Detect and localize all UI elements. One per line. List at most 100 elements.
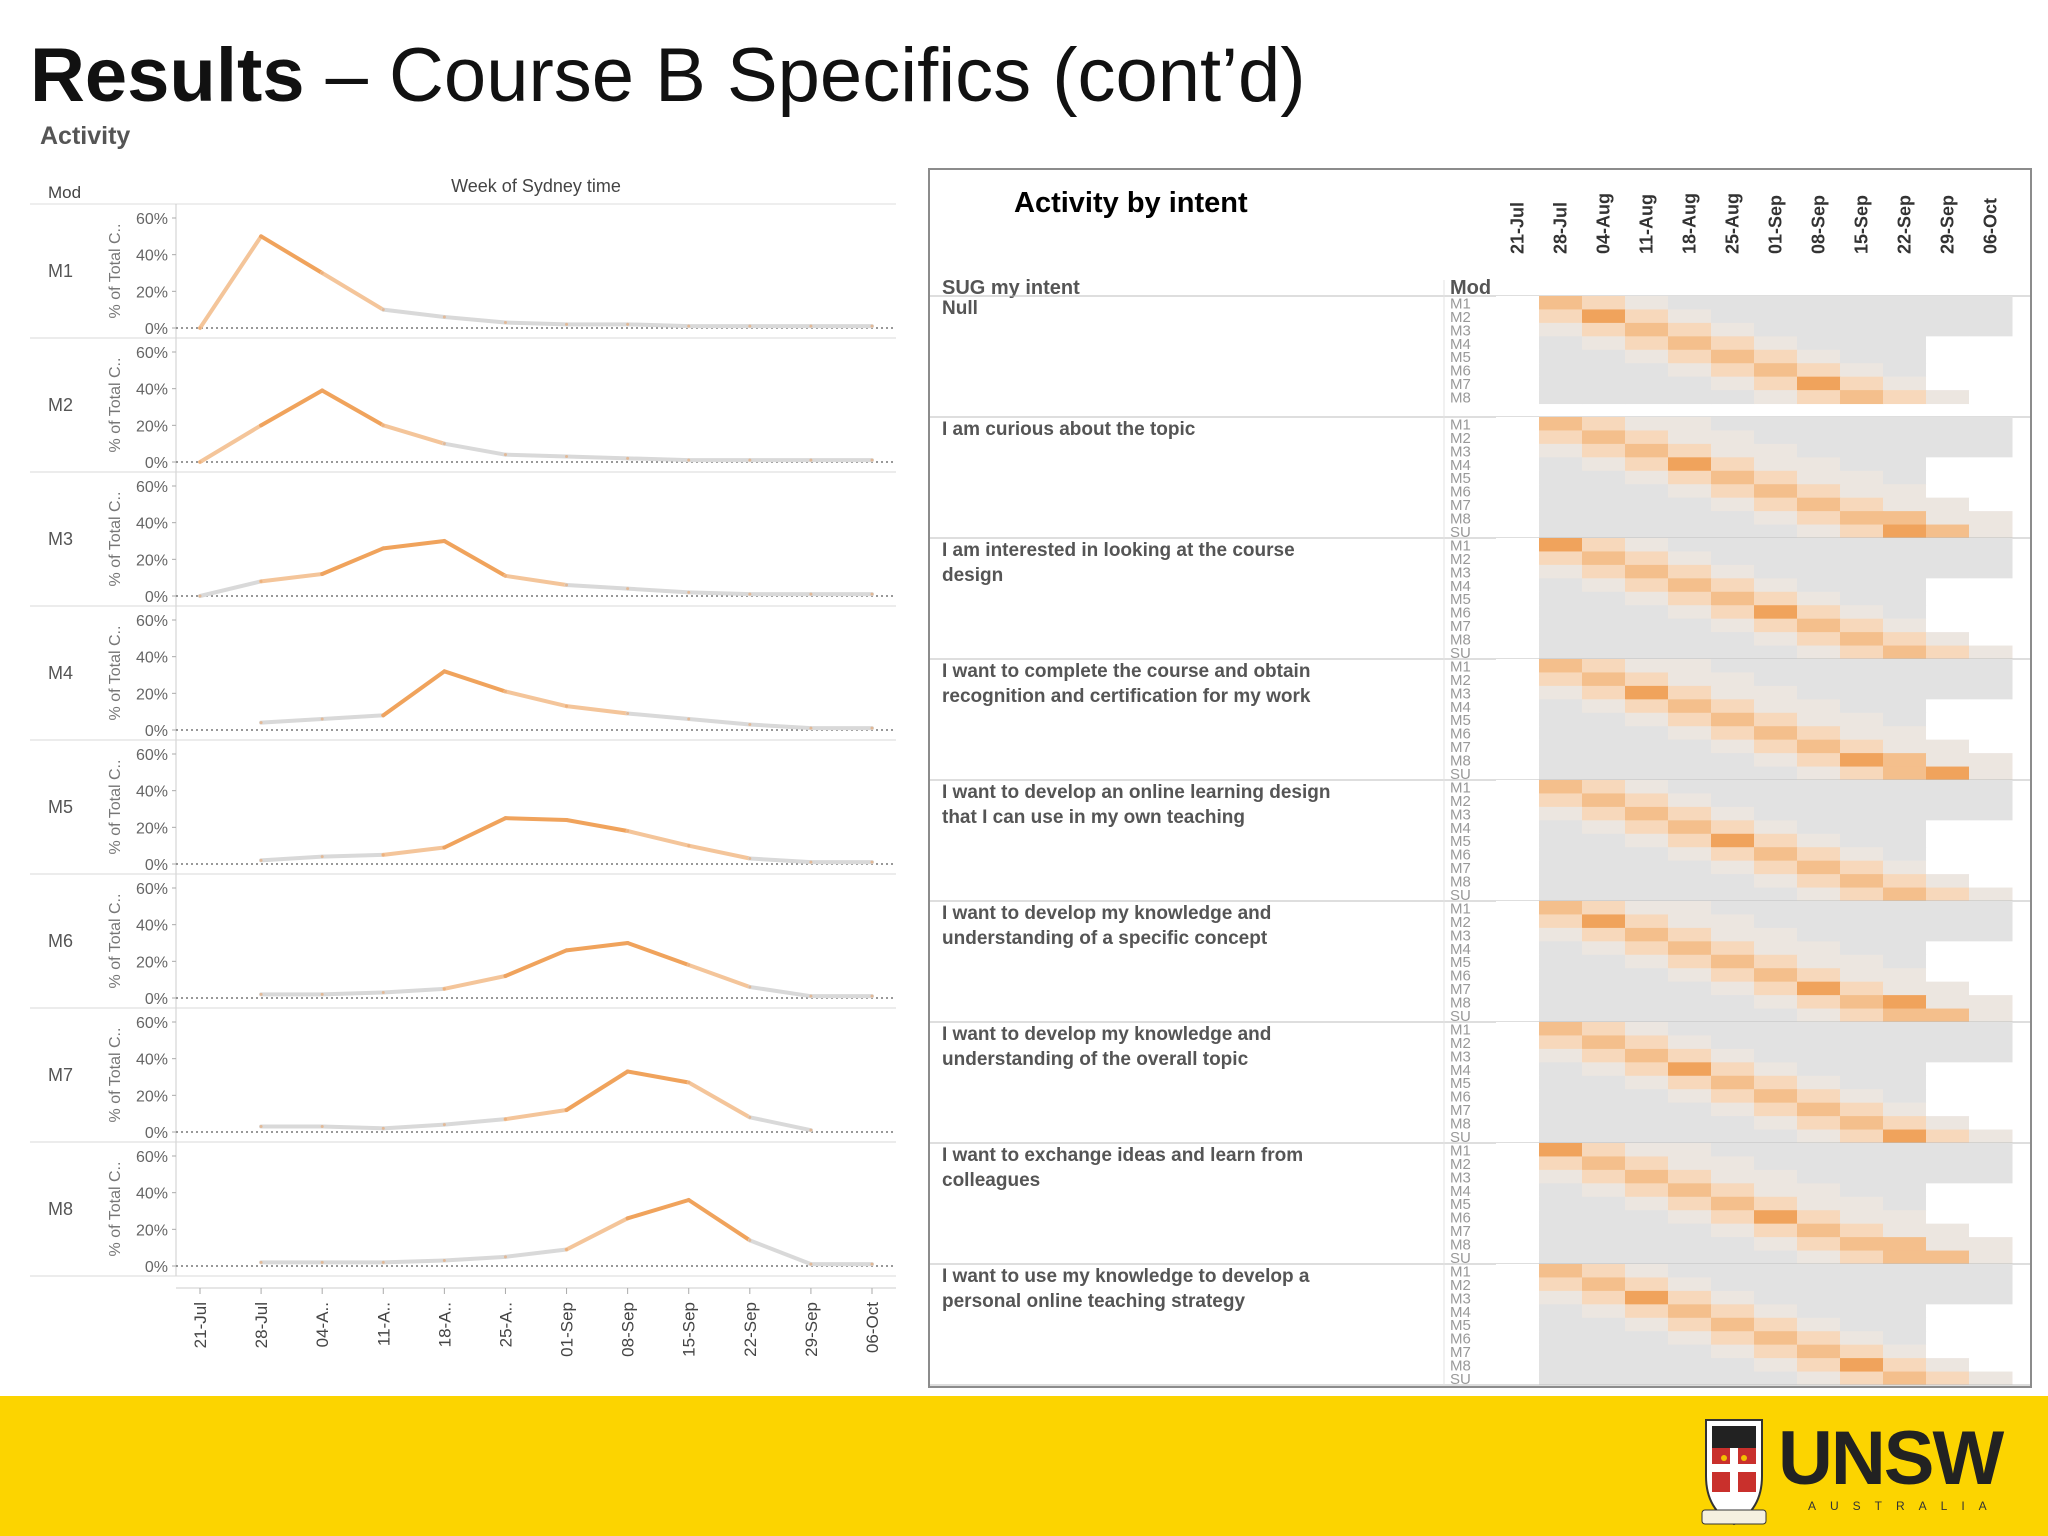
data-point xyxy=(809,1128,813,1132)
heatmap-cell xyxy=(1797,591,1841,606)
heatmap-cell xyxy=(1883,1022,1927,1036)
heatmap-cell xyxy=(1582,1264,1626,1278)
heatmap-cell xyxy=(1711,1304,1755,1319)
heatmap-cell xyxy=(1840,376,1884,391)
heatmap-cell xyxy=(1797,1035,1841,1050)
heatmap-cell xyxy=(1969,1331,2013,1346)
heatmap-cell xyxy=(1969,726,2013,741)
heatmap-cell xyxy=(1582,766,1626,781)
heatmap-cell xyxy=(1668,1371,1712,1386)
heatmap-cell xyxy=(1496,417,1540,431)
heatmap-cell xyxy=(1539,1048,1583,1063)
y-axis-title: % of Total C.. xyxy=(107,492,124,587)
heatmap-cell xyxy=(1969,780,2013,794)
heatmap-cell xyxy=(1496,430,1540,445)
mod-label: M3 xyxy=(1450,927,1471,944)
heatmap-cell xyxy=(1496,484,1540,499)
unsw-wordmark: UNSW xyxy=(1778,1416,2004,1501)
heatmap-cell xyxy=(1797,296,1841,310)
heatmap-cell xyxy=(1969,457,2013,472)
heatmap-cell xyxy=(1969,685,2013,700)
heatmap-cell xyxy=(1797,1264,1841,1278)
heatmap-cell xyxy=(1711,1169,1755,1184)
unsw-subtext: AUSTRALIA xyxy=(1808,1499,2001,1513)
heatmap-cell xyxy=(1840,1210,1884,1225)
heatmap-cell xyxy=(1496,914,1540,929)
mod-label: SU xyxy=(1450,1129,1471,1146)
heatmap-cell xyxy=(1625,363,1669,378)
heatmap-cell xyxy=(1539,538,1583,552)
heatmap-cell xyxy=(1840,430,1884,445)
intent-label: I am curious about the topic xyxy=(942,419,1196,440)
mod-label: M6 xyxy=(1450,1089,1471,1106)
heatmap-cell xyxy=(1926,685,1970,700)
heatmap-cell xyxy=(1496,659,1540,673)
heatmap-cell xyxy=(1883,497,1927,512)
heatmap-cell xyxy=(1969,497,2013,512)
heatmap-cell xyxy=(1711,968,1755,983)
heatmap-cell xyxy=(1668,1183,1712,1198)
heatmap-cell xyxy=(1625,860,1669,875)
heatmap-cell xyxy=(1711,497,1755,512)
heatmap-cell xyxy=(1711,1129,1755,1144)
heatmap-cell xyxy=(1668,564,1712,579)
heatmap-cell xyxy=(1711,1250,1755,1265)
heatmap-cell xyxy=(1883,1264,1927,1278)
mod-label: M1 xyxy=(1450,416,1471,433)
panel-m2: M2 % of Total C.. 0% 20% 40% 60% xyxy=(30,345,896,473)
data-point xyxy=(565,583,569,587)
heatmap-cell xyxy=(1969,914,2013,929)
heatmap-cell xyxy=(1926,1048,1970,1063)
mod-label: M4 xyxy=(1450,699,1471,716)
heatmap-cell xyxy=(1926,363,1970,378)
heatmap-cell xyxy=(1754,309,1798,324)
series-segment xyxy=(686,963,752,989)
heatmap-cell xyxy=(1883,726,1927,741)
series-segment xyxy=(686,717,752,727)
heatmap-cell xyxy=(1797,1075,1841,1090)
heatmap-cell xyxy=(1840,551,1884,566)
heatmap-cell xyxy=(1797,417,1841,431)
heatmap-cell xyxy=(1539,390,1583,405)
heatmap-cell xyxy=(1668,914,1712,929)
heatmap-cell xyxy=(1496,1210,1540,1225)
heatmap-cell xyxy=(1625,1371,1669,1386)
heatmap-cell xyxy=(1582,470,1626,485)
data-point xyxy=(687,458,691,462)
heatmap-cell xyxy=(1539,847,1583,862)
heatmap-cell xyxy=(1969,322,2013,337)
x-tick-label: 29-Sep xyxy=(802,1302,821,1357)
heatmap-cell xyxy=(1625,1344,1669,1359)
heatmap-cell xyxy=(1926,1317,1970,1332)
heatmap-cell xyxy=(1496,793,1540,808)
y-tick-label: 20% xyxy=(136,284,168,301)
heatmap-cell xyxy=(1625,1102,1669,1117)
heatmap-cell xyxy=(1883,887,1927,902)
heatmap-cell xyxy=(1496,578,1540,593)
heatmap-cell xyxy=(1840,914,1884,929)
heatmap-cell xyxy=(1754,417,1798,431)
y-tick-label: 40% xyxy=(136,650,168,667)
heatmap-cell xyxy=(1754,1062,1798,1077)
heatmap-cell xyxy=(1969,753,2013,768)
heatmap-cell xyxy=(1582,1089,1626,1104)
heatmap-cell xyxy=(1840,511,1884,526)
x-tick-label: 21-Jul xyxy=(191,1302,210,1348)
heatmap-cell xyxy=(1926,618,1970,633)
heatmap-cell xyxy=(1969,1250,2013,1265)
heatmap-cell xyxy=(1969,833,2013,848)
heatmap-cell xyxy=(1711,726,1755,741)
heatmap-cell xyxy=(1539,1143,1583,1157)
series-segment xyxy=(686,1080,752,1120)
data-point xyxy=(626,1216,630,1220)
y-tick-label: 20% xyxy=(136,954,168,971)
heatmap-cell xyxy=(1926,1358,1970,1373)
heatmap-cell xyxy=(1969,901,2013,915)
heatmap-cell xyxy=(1969,1022,2013,1036)
heatmap-cell xyxy=(1625,1304,1669,1319)
heatmap-cell xyxy=(1539,524,1583,539)
heatmap-cell xyxy=(1582,336,1626,351)
heatmap-cell xyxy=(1496,1317,1540,1332)
heatmap-cell xyxy=(1797,780,1841,794)
